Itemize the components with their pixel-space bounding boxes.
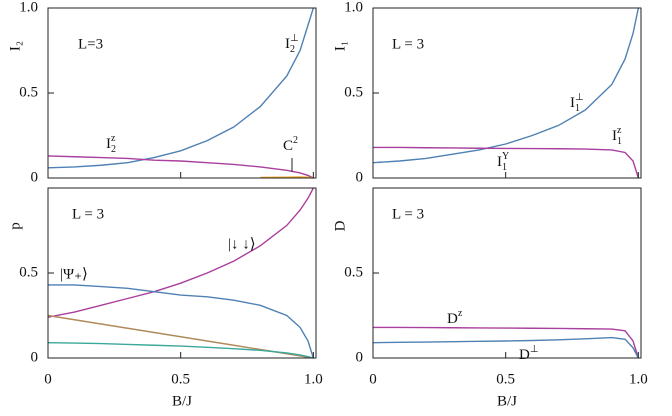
y-tick-label: 1.0	[344, 0, 363, 15]
curve-label-base: D	[447, 311, 458, 327]
annotation: L = 3	[392, 206, 424, 222]
y-tick-label: 0	[31, 169, 39, 185]
curve-label: I1⊥	[570, 92, 584, 114]
annotation: L = 3	[392, 36, 424, 52]
panel-frame	[47, 7, 317, 179]
curve-label: I2z	[106, 133, 116, 155]
x-tick-label: 0.5	[171, 371, 190, 387]
curve-label-sup: z	[617, 125, 622, 136]
annotation-sub: 1	[502, 162, 507, 173]
y-tick-label: 1.0	[19, 0, 38, 15]
curve-label: C2	[283, 135, 298, 154]
x-tick-label: 1.0	[629, 371, 648, 387]
curve-label-sup: z	[458, 308, 463, 319]
curve	[372, 7, 640, 164]
curve	[372, 336, 639, 359]
y-axis-label: D	[332, 220, 348, 231]
curve-label-sub: 1	[617, 136, 622, 147]
curve-label-sup: ⊥	[575, 92, 584, 103]
x-tick-label: 0	[44, 371, 52, 387]
annotation: L=3	[78, 36, 103, 52]
curve	[47, 155, 314, 179]
y-tick-label: 0.5	[344, 264, 363, 280]
curve-label-sub: 1	[575, 103, 580, 114]
curve-label: I1z	[612, 125, 622, 147]
y-tick-label: 0.5	[19, 84, 38, 100]
curve-label-sup: ⊥	[530, 344, 539, 355]
annotation: I1Y	[497, 151, 509, 173]
curve-label: I2⊥	[285, 33, 299, 55]
x-tick-label: 1.0	[304, 371, 323, 387]
y-tick-label: 0	[356, 169, 364, 185]
x-tick-label: 0	[369, 371, 377, 387]
y-tick-label: 0.5	[19, 264, 38, 280]
annotation-sup: Y	[502, 151, 509, 162]
curve	[47, 187, 314, 318]
curve-label-base: D	[519, 347, 530, 363]
curve-label: |Ψ₊⟩	[60, 266, 88, 282]
curve	[47, 314, 314, 359]
y-tick-label: 0	[31, 349, 39, 365]
curve-label-sup: 2	[293, 135, 298, 146]
y-tick-label: 0.5	[344, 84, 363, 100]
curve	[47, 342, 314, 359]
y-axis-label: I₂	[7, 41, 23, 51]
curve-label-sup: z	[111, 133, 116, 144]
x-tick-label: 0.5	[496, 371, 515, 387]
curve-label-base: I	[285, 36, 290, 52]
curve	[47, 7, 315, 169]
x-axis-label: B/J	[172, 393, 192, 409]
curve-label-base: C	[283, 138, 293, 154]
y-axis-label: p	[7, 222, 23, 230]
curve-label-base: I	[570, 95, 575, 111]
curve-label-sub: 2	[111, 144, 116, 155]
curve	[48, 284, 315, 359]
y-axis-label: I₁	[332, 41, 348, 51]
curve-label-sup: ⊥	[290, 33, 299, 44]
x-axis-label: B/J	[497, 393, 517, 409]
y-tick-label: 0	[356, 349, 364, 365]
curve-label: Dz	[447, 308, 463, 327]
curve-label: D⊥	[519, 344, 539, 363]
annotation: L = 3	[72, 206, 104, 222]
annotation-base: I	[497, 154, 502, 170]
curve-label-base: I	[612, 128, 617, 144]
curve	[373, 146, 640, 179]
curve-label: |↓ ↓⟩	[228, 236, 256, 252]
curve	[373, 326, 640, 359]
curve-label-sub: 2	[290, 44, 295, 55]
curve-label-base: I	[106, 136, 111, 152]
